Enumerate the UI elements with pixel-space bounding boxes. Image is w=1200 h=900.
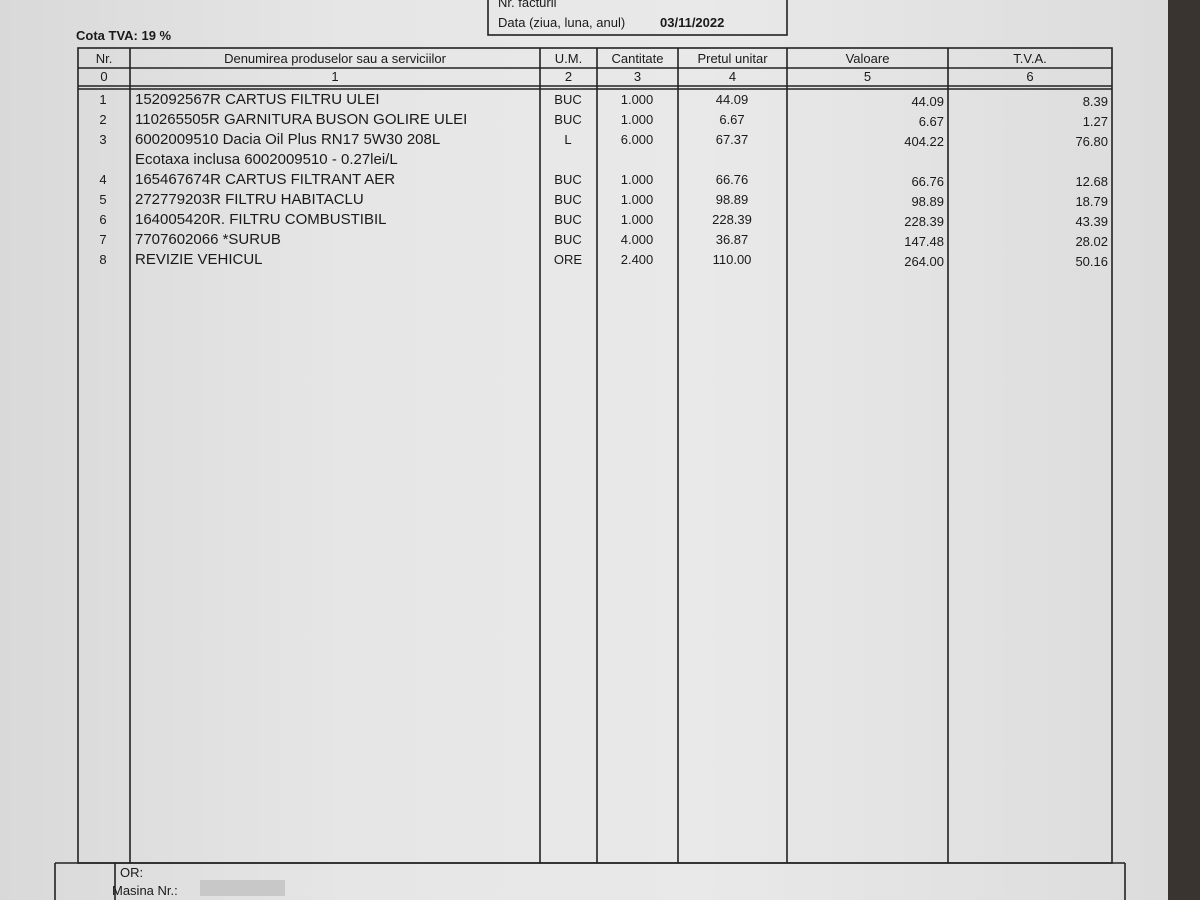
- unit: BUC: [554, 112, 582, 127]
- quantity: 1.000: [620, 172, 654, 187]
- description: 272779203R FILTRU HABITACLU: [135, 191, 364, 208]
- quantity: 4.000: [620, 232, 654, 247]
- unit: BUC: [554, 172, 582, 187]
- description: 152092567R CARTUS FILTRU ULEI: [135, 91, 380, 108]
- description: 164005420R. FILTRU COMBUSTIBIL: [135, 211, 387, 228]
- vat: 50.16: [1075, 254, 1108, 269]
- unit: BUC: [554, 92, 582, 107]
- date: 03/11/2022: [660, 15, 725, 30]
- unit-price: 44.09: [715, 92, 749, 107]
- unit-price: 66.76: [715, 172, 749, 187]
- unit: BUC: [554, 212, 582, 227]
- vat: 28.02: [1075, 234, 1108, 249]
- value: 264.00: [904, 254, 944, 269]
- vat: 43.39: [1075, 214, 1108, 229]
- unit-price: 6.67: [719, 112, 745, 127]
- order-label: OR:: [120, 865, 144, 880]
- quantity: 1.000: [620, 212, 654, 227]
- unit-price: 98.89: [715, 192, 749, 207]
- date-label: Data (ziua, luna, anul): [498, 15, 626, 30]
- quantity: 6.000: [620, 132, 654, 147]
- description: 7707602066 *SURUB: [135, 231, 281, 248]
- unit: ORE: [553, 252, 583, 267]
- quantity: 1.000: [620, 92, 654, 107]
- unit-price: 110.00: [712, 252, 752, 267]
- row-number: 4: [99, 172, 107, 187]
- unit-price: 36.87: [715, 232, 749, 247]
- column-number: 4: [728, 69, 737, 84]
- description: Ecotaxa inclusa 6002009510 - 0.27lei/L: [135, 151, 398, 168]
- column-number: 0: [100, 69, 108, 84]
- column-number: 3: [633, 69, 642, 84]
- column-header: Denumirea produselor sau a serviciilor: [224, 51, 446, 66]
- unit-price: 228.39: [712, 212, 752, 227]
- invoice-number-label: Nr. facturii: [498, 0, 557, 10]
- column-number: 6: [1026, 69, 1034, 84]
- value: 98.89: [911, 194, 944, 209]
- row-number: 8: [99, 252, 107, 267]
- quantity: 2.400: [620, 252, 654, 267]
- quantity: 1.000: [620, 192, 654, 207]
- header-box: [487, 0, 788, 36]
- description: 110265505R GARNITURA BUSON GOLIRE ULEI: [135, 111, 468, 128]
- unit: BUC: [554, 192, 582, 207]
- vat: 1.27: [1082, 114, 1108, 129]
- row-number: 6: [99, 212, 107, 227]
- column-number: 5: [863, 69, 872, 84]
- vat-rate: Cota TVA: 19 %: [76, 28, 172, 43]
- column-number: 2: [564, 69, 573, 84]
- column-header: Nr.: [95, 51, 113, 66]
- description: 6002009510 Dacia Oil Plus RN17 5W30 208L: [135, 131, 441, 148]
- vat: 76.80: [1075, 134, 1108, 149]
- row-number: 3: [99, 132, 107, 147]
- row-number: 2: [99, 112, 107, 127]
- value: 147.48: [904, 234, 944, 249]
- value: 66.76: [911, 174, 944, 189]
- unit-price: 67.37: [715, 132, 749, 147]
- quantity: 1.000: [620, 112, 654, 127]
- table-grid: [54, 0, 1126, 900]
- invoice-paper: Nr. facturii Data (ziua, luna, anul) 03/11…: [0, 0, 1168, 900]
- row-number: 5: [99, 192, 107, 207]
- row-number: 1: [99, 92, 107, 107]
- value: 44.09: [911, 94, 944, 109]
- column-header: Cantitate: [611, 51, 664, 66]
- column-header: Pretul unitar: [697, 51, 768, 66]
- vat: 12.68: [1075, 174, 1108, 189]
- vat: 18.79: [1075, 194, 1108, 209]
- vat: 8.39: [1082, 94, 1108, 109]
- column-header: T.V.A.: [1013, 51, 1047, 66]
- car-label: Masina Nr.:: [112, 883, 178, 898]
- redacted-plate: [200, 880, 285, 896]
- value: 228.39: [904, 214, 944, 229]
- unit: BUC: [554, 232, 582, 247]
- row-number: 7: [99, 232, 107, 247]
- column-header: U.M.: [554, 51, 583, 66]
- description: REVIZIE VEHICUL: [135, 251, 263, 268]
- unit: L: [564, 132, 572, 147]
- description: 165467674R CARTUS FILTRANT AER: [135, 171, 396, 188]
- column-header: Valoare: [845, 51, 890, 66]
- value: 6.67: [918, 114, 944, 129]
- value: 404.22: [904, 134, 944, 149]
- column-number: 1: [331, 69, 339, 84]
